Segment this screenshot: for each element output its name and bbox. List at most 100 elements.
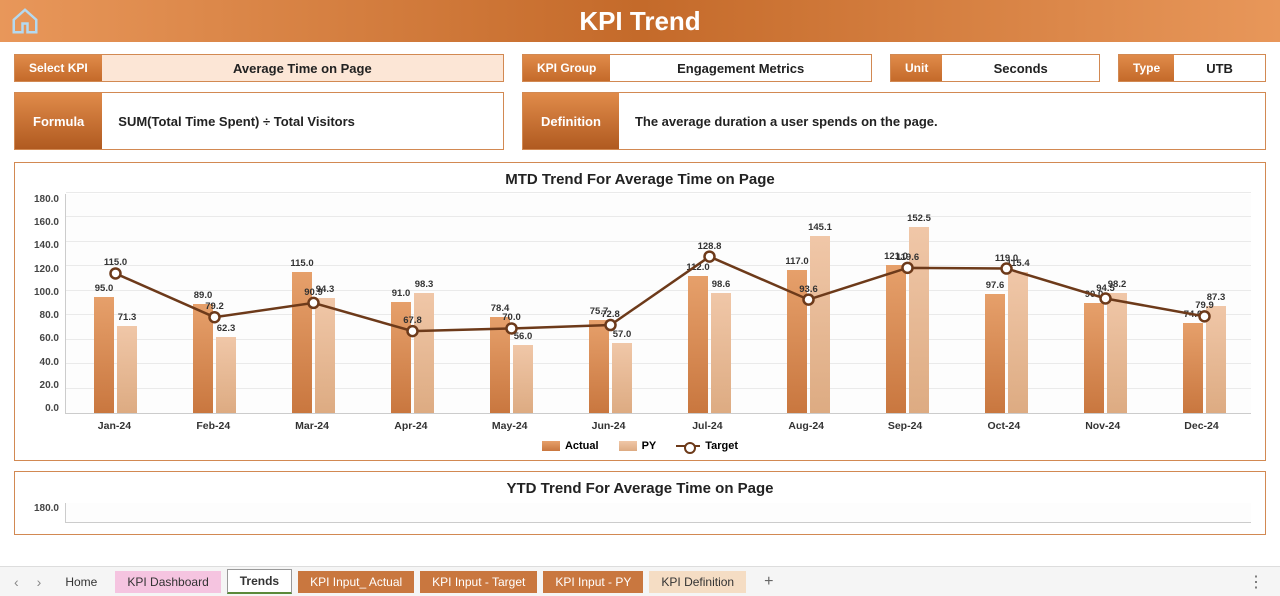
target-value: 115.0	[104, 257, 127, 268]
y-tick: 0.0	[45, 403, 59, 414]
bar-group: 91.098.3	[390, 293, 436, 413]
y-tick: 60.0	[40, 333, 59, 344]
sheet-tab[interactable]: Trends	[227, 569, 292, 594]
bar-actual: 121.0	[886, 265, 906, 413]
bar-actual: 112.0	[688, 276, 708, 413]
add-sheet-button[interactable]: +	[752, 573, 785, 591]
sheet-tab[interactable]: KPI Input - PY	[543, 571, 643, 593]
formula-box: Formula SUM(Total Time Spent) ÷ Total Vi…	[14, 92, 504, 150]
x-tick: Dec-24	[1152, 420, 1251, 432]
bar-py: 57.0	[612, 343, 632, 413]
bar-py: 56.0	[513, 345, 533, 413]
sheet-tab[interactable]: Home	[53, 571, 109, 593]
bar-group: 90.098.2	[1083, 293, 1129, 413]
type-value: UTB	[1174, 55, 1265, 81]
bar-py: 145.1	[810, 236, 830, 413]
select-kpi-value: Average Time on Page	[102, 55, 503, 81]
bar-actual: 74.0	[1183, 323, 1203, 413]
ytd-y-axis: 180.0	[29, 503, 65, 523]
bar-group: 89.062.3	[192, 304, 238, 413]
x-tick: Aug-24	[757, 420, 856, 432]
bar-py: 98.3	[414, 293, 434, 413]
target-value: 90.9	[304, 287, 323, 298]
bar-actual: 78.4	[490, 317, 510, 413]
bar-actual: 89.0	[193, 304, 213, 413]
x-tick: Jan-24	[65, 420, 164, 432]
mtd-chart-title: MTD Trend For Average Time on Page	[29, 171, 1251, 188]
legend-py: PY	[619, 440, 657, 452]
y-tick: 160.0	[34, 217, 59, 228]
type-field: Type UTB	[1118, 54, 1266, 82]
x-tick: Nov-24	[1053, 420, 1152, 432]
sheet-tab[interactable]: KPI Definition	[649, 571, 746, 593]
bar-py: 87.3	[1206, 306, 1226, 413]
bar-actual: 97.6	[985, 294, 1005, 413]
home-icon[interactable]	[10, 6, 40, 36]
target-value: 67.8	[403, 315, 422, 326]
bar-py: 115.4	[1008, 272, 1028, 413]
x-tick: Jul-24	[658, 420, 757, 432]
target-value: 119.0	[995, 253, 1018, 264]
y-tick: 120.0	[34, 264, 59, 275]
bar-group: 95.071.3	[93, 297, 139, 413]
target-value: 93.6	[799, 284, 818, 295]
unit-value: Seconds	[942, 55, 1099, 81]
type-label: Type	[1119, 55, 1174, 81]
legend-actual: Actual	[542, 440, 599, 452]
target-value: 79.2	[205, 301, 224, 312]
sheet-tab[interactable]: KPI Input_ Actual	[298, 571, 414, 593]
y-tick: 180.0	[34, 194, 59, 205]
unit-field: Unit Seconds	[890, 54, 1100, 82]
y-tick: 80.0	[40, 310, 59, 321]
y-tick: 100.0	[34, 287, 59, 298]
ytd-chart-box: YTD Trend For Average Time on Page 180.0	[14, 471, 1266, 535]
y-tick: 40.0	[40, 357, 59, 368]
bar-group: 74.087.3	[1182, 306, 1228, 413]
bar-actual: 95.0	[94, 297, 114, 413]
sheet-tab[interactable]: KPI Input - Target	[420, 571, 537, 593]
bar-group: 78.456.0	[489, 317, 535, 413]
target-value: 119.6	[896, 252, 919, 263]
bar-actual: 75.7	[589, 320, 609, 413]
bar-py: 62.3	[216, 337, 236, 413]
tabs-more-icon[interactable]: ⋮	[1240, 572, 1272, 592]
chart-plot: 95.071.3 89.062.3 115.0 94.3 91.098.3 78.456.…	[65, 194, 1251, 414]
chart-legend: Actual PY Target	[29, 440, 1251, 452]
select-kpi-label: Select KPI	[15, 55, 102, 81]
kpi-group-value: Engagement Metrics	[610, 55, 871, 81]
bar-group: 97.6115.4	[984, 272, 1030, 413]
kpi-group-label: KPI Group	[523, 55, 610, 81]
x-tick: May-24	[460, 420, 559, 432]
kpi-group-field: KPI Group Engagement Metrics	[522, 54, 872, 82]
y-axis: 180.0160.0140.0120.0100.080.060.040.020.…	[29, 194, 65, 414]
sheet-tab[interactable]: KPI Dashboard	[115, 571, 220, 593]
select-kpi-field[interactable]: Select KPI Average Time on Page	[14, 54, 504, 82]
bar-py: 98.6	[711, 293, 731, 414]
y-tick: 140.0	[34, 240, 59, 251]
x-tick: Sep-24	[856, 420, 955, 432]
bar-py: 94.3	[315, 298, 335, 413]
x-tick: Mar-24	[263, 420, 362, 432]
target-value: 79.9	[1195, 300, 1214, 311]
legend-target: Target	[676, 440, 738, 452]
tab-nav-prev[interactable]: ‹	[8, 574, 25, 590]
bar-group: 117.0145.1	[786, 236, 832, 413]
x-tick: Oct-24	[954, 420, 1053, 432]
target-line	[66, 194, 1254, 414]
page-title: KPI Trend	[0, 6, 1280, 37]
x-tick: Apr-24	[361, 420, 460, 432]
definition-value: The average duration a user spends on th…	[619, 114, 954, 129]
bar-py: 71.3	[117, 326, 137, 413]
bar-actual: 90.0	[1084, 303, 1104, 413]
definition-label: Definition	[523, 93, 619, 149]
formula-value: SUM(Total Time Spent) ÷ Total Visitors	[102, 114, 371, 129]
bar-py: 98.2	[1107, 293, 1127, 413]
sheet-tabs-bar: ‹ › Home KPI Dashboard Trends KPI Input_ Ac…	[0, 566, 1280, 596]
x-tick: Jun-24	[559, 420, 658, 432]
target-value: 72.8	[601, 309, 620, 320]
tab-nav-next[interactable]: ›	[31, 574, 48, 590]
formula-label: Formula	[15, 93, 102, 149]
x-axis: Jan-24Feb-24Mar-24Apr-24May-24Jun-24Jul-…	[65, 420, 1251, 432]
mtd-chart-box: MTD Trend For Average Time on Page 180.0…	[14, 162, 1266, 461]
unit-label: Unit	[891, 55, 942, 81]
